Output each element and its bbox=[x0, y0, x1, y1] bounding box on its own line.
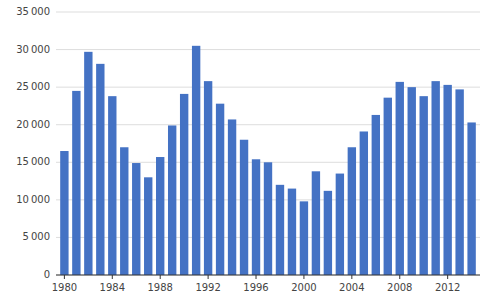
bar bbox=[156, 157, 164, 275]
bar bbox=[360, 131, 368, 275]
grid-line bbox=[56, 124, 480, 125]
y-tick-label: 20 000 bbox=[16, 119, 50, 130]
grid-line bbox=[56, 49, 480, 50]
y-tick-label: 10 000 bbox=[16, 194, 50, 205]
x-tick bbox=[112, 275, 113, 279]
x-tick bbox=[208, 275, 209, 279]
bar bbox=[455, 89, 463, 275]
x-tick-label: 1984 bbox=[100, 282, 125, 293]
bar bbox=[408, 87, 416, 275]
y-tick-label: 0 bbox=[44, 269, 50, 280]
bar bbox=[288, 189, 296, 275]
bar bbox=[324, 191, 332, 275]
x-axis: 1980 1984 1988 1992 1996 2000 2004 2008 2012 bbox=[52, 275, 480, 293]
bar bbox=[204, 81, 212, 275]
y-tick-labels: 0 5 000 10 000 15 000 20 000 25 000 30 000 35 0… bbox=[16, 6, 50, 280]
x-tick-label: 1980 bbox=[52, 282, 77, 293]
bar bbox=[312, 171, 320, 275]
bar bbox=[431, 81, 439, 275]
x-tick bbox=[64, 275, 65, 279]
y-tick-label: 15 000 bbox=[16, 156, 50, 167]
bar bbox=[252, 159, 260, 275]
x-tick-label: 1992 bbox=[195, 282, 220, 293]
chart-svg: 0 5 000 10 000 15 000 20 000 25 000 30 000 35 0… bbox=[0, 0, 492, 303]
bar bbox=[384, 98, 392, 275]
x-tick-label: 1988 bbox=[147, 282, 172, 293]
y-tick-label: 25 000 bbox=[16, 81, 50, 92]
bar bbox=[336, 174, 344, 275]
x-tick-label: 1996 bbox=[243, 282, 268, 293]
bar bbox=[120, 147, 128, 275]
grid-line bbox=[56, 87, 480, 88]
bar bbox=[84, 52, 92, 275]
bar bbox=[372, 115, 380, 275]
y-grid bbox=[56, 12, 480, 275]
y-tick-label: 30 000 bbox=[16, 44, 50, 55]
bar bbox=[72, 91, 80, 275]
bar bbox=[180, 94, 188, 275]
bar bbox=[168, 125, 176, 275]
chart-container: 0 5 000 10 000 15 000 20 000 25 000 30 000 35 0… bbox=[0, 0, 492, 303]
x-tick bbox=[160, 275, 161, 279]
bar bbox=[300, 201, 308, 275]
x-tick bbox=[399, 275, 400, 279]
x-tick bbox=[351, 275, 352, 279]
bar bbox=[132, 163, 140, 275]
y-tick-label: 35 000 bbox=[16, 6, 50, 17]
y-tick-label: 5 000 bbox=[23, 231, 50, 242]
bar bbox=[192, 46, 200, 275]
bar bbox=[396, 82, 404, 275]
bar bbox=[348, 147, 356, 275]
bar bbox=[420, 96, 428, 275]
grid-line bbox=[56, 12, 480, 13]
bar bbox=[276, 185, 284, 275]
x-tick bbox=[303, 275, 304, 279]
bar bbox=[60, 151, 68, 275]
bar bbox=[443, 85, 451, 275]
x-tick-label: 2008 bbox=[387, 282, 412, 293]
x-tick-label: 2000 bbox=[291, 282, 316, 293]
bar bbox=[467, 122, 475, 275]
bar bbox=[108, 96, 116, 275]
bars bbox=[60, 46, 476, 275]
x-tick bbox=[256, 275, 257, 279]
bar bbox=[228, 119, 236, 275]
x-axis-line bbox=[56, 275, 480, 276]
x-tick bbox=[447, 275, 448, 279]
bar bbox=[240, 140, 248, 275]
bar bbox=[264, 162, 272, 275]
bar bbox=[216, 104, 224, 275]
grid-line bbox=[56, 275, 480, 276]
x-tick-label: 2004 bbox=[339, 282, 364, 293]
x-tick-label: 2012 bbox=[435, 282, 460, 293]
bar bbox=[144, 177, 152, 275]
bar bbox=[96, 64, 104, 275]
